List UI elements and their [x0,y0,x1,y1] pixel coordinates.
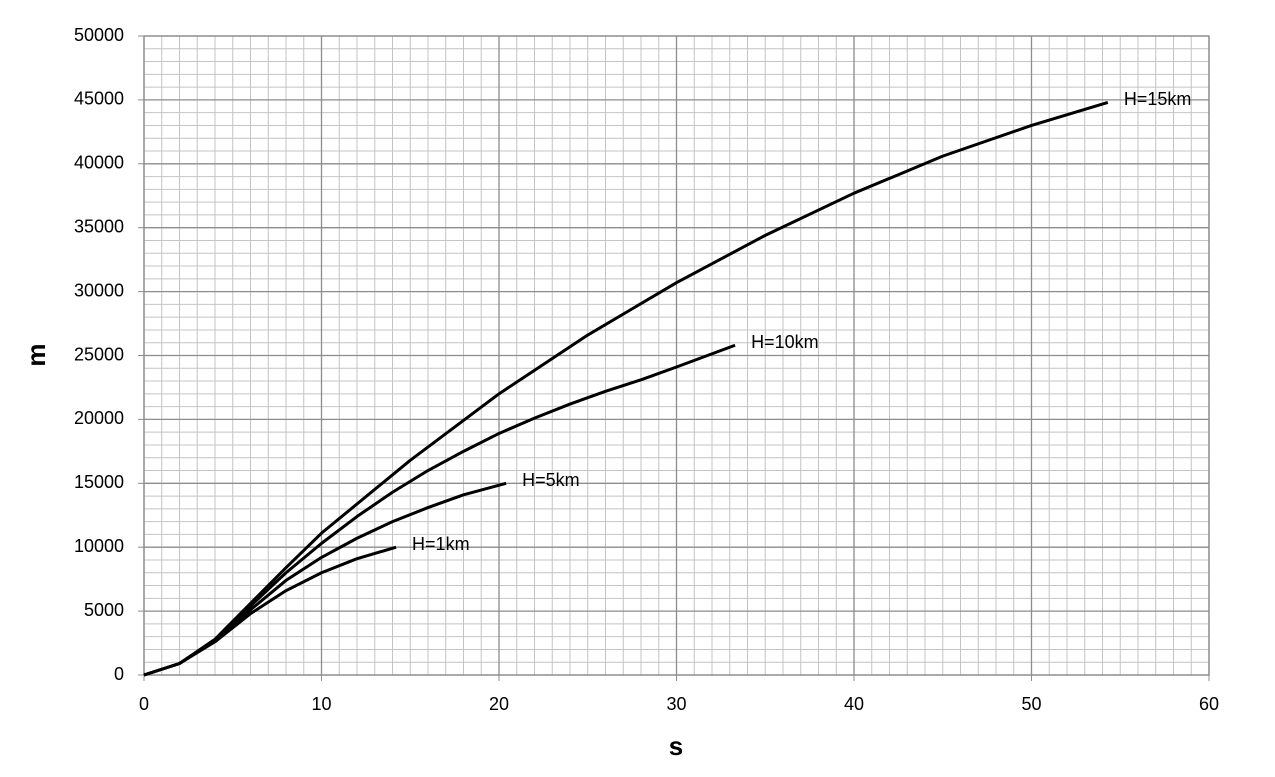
y-tick-label: 10000 [74,536,124,556]
x-tick-label: 0 [139,694,149,714]
plot-border [143,35,1210,676]
series-label: H=5km [522,470,580,490]
y-tick-label: 20000 [74,408,124,428]
x-tick-label: 60 [1199,694,1219,714]
x-tick-label: 40 [844,694,864,714]
x-tick-label: 50 [1021,694,1041,714]
x-tick-label: 30 [666,694,686,714]
series-label: H=1km [412,534,470,554]
y-tick-label: 25000 [74,344,124,364]
y-tick-label: 30000 [74,280,124,300]
y-tick-label: 40000 [74,153,124,173]
y-tick-label: 5000 [84,600,124,620]
series-label: H=15km [1124,89,1192,109]
series-line [143,101,1109,677]
x-tick-label: 20 [489,694,509,714]
series-line [143,481,507,677]
y-tick-label: 15000 [74,472,124,492]
y-tick-label: 45000 [74,89,124,109]
y-tick-label: 35000 [74,216,124,236]
y-tick-label: 0 [114,664,124,684]
x-tick-label: 10 [311,694,331,714]
y-axis-title: m [21,343,51,366]
y-tick-label: 50000 [74,25,124,45]
x-axis-title: s [669,731,683,761]
series-label: H=10km [751,332,819,352]
